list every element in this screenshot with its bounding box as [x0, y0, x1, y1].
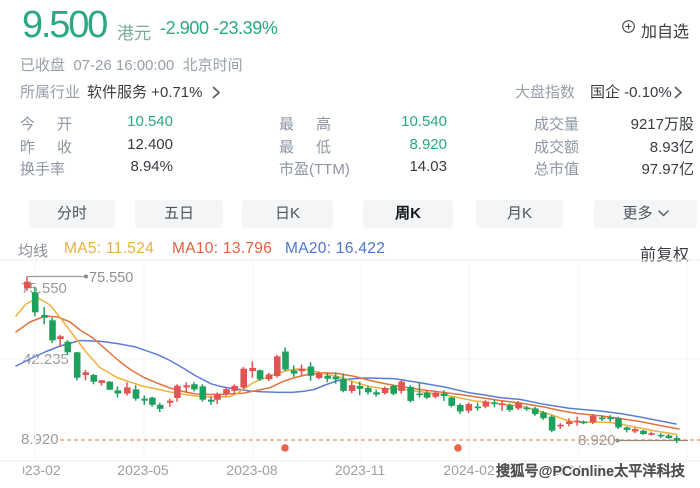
svg-text:搜狐号@PConline太平洋科技: 搜狐号@PConline太平洋科技 — [496, 462, 685, 480]
svg-text:搜狐号@PConline太平洋科技: 搜狐号@PConline太平洋科技 — [496, 462, 685, 480]
